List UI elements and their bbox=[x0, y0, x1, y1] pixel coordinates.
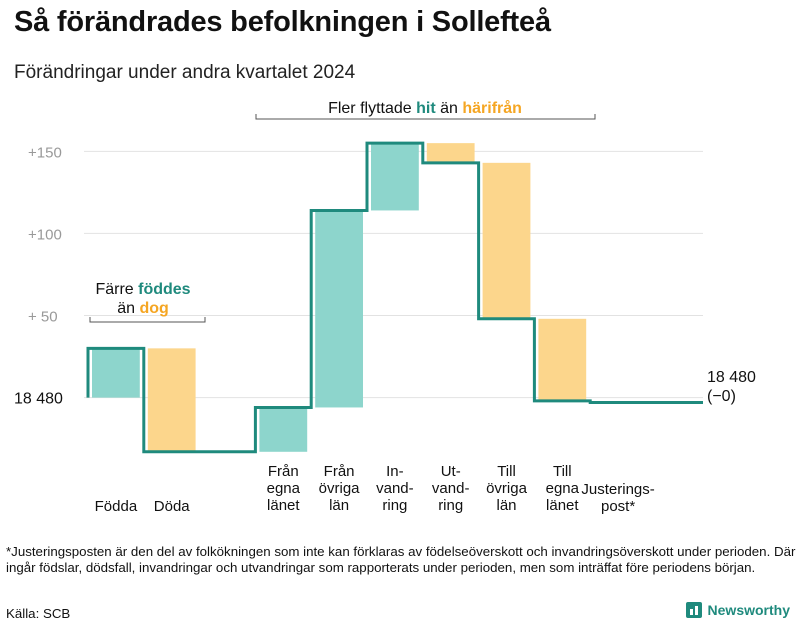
x-tick-label: Justerings- bbox=[581, 481, 654, 498]
annotation-text: Färre bbox=[95, 281, 138, 298]
x-tick-label: län bbox=[496, 497, 516, 514]
bar-till-egna-länet bbox=[538, 318, 587, 401]
bar-invandring bbox=[371, 143, 419, 211]
births-bracket bbox=[89, 317, 206, 323]
waterfall-line bbox=[86, 141, 703, 454]
annotation-highlight-out: härifrån bbox=[462, 99, 522, 117]
y-tick-label: + 50 bbox=[28, 309, 58, 326]
x-tick-label: Till bbox=[497, 463, 516, 480]
migration-bracket bbox=[255, 114, 596, 120]
bar-döda bbox=[147, 348, 196, 452]
y-tick-label: +100 bbox=[28, 226, 62, 243]
bar-utvandring bbox=[426, 143, 475, 163]
x-tick-label: Döda bbox=[154, 498, 191, 515]
end-value-label: (−0) bbox=[707, 388, 736, 405]
newsworthy-logo: Newsworthy bbox=[685, 602, 790, 618]
annotation-text: än bbox=[436, 100, 463, 117]
annotation-text: Fler flyttade bbox=[328, 100, 416, 117]
x-tick-label: länet bbox=[267, 497, 300, 514]
x-tick-label: vand- bbox=[432, 480, 470, 497]
migration-annotation: Fler flyttade hit än härifrån bbox=[328, 99, 522, 117]
bar-till-övriga-län bbox=[482, 162, 531, 319]
x-tick-label: övriga bbox=[319, 480, 361, 497]
x-tick-label: län bbox=[329, 497, 349, 514]
x-tick-label: egna bbox=[546, 480, 580, 497]
x-tick-label: post* bbox=[601, 498, 635, 515]
x-tick-label: ring bbox=[382, 497, 407, 514]
bar-chart-icon bbox=[685, 602, 702, 618]
chart-title: Så förändrades befolkningen i Sollefteå bbox=[14, 6, 551, 38]
x-tick-label: länet bbox=[546, 497, 579, 514]
x-tick-label: In- bbox=[386, 463, 404, 480]
x-tick-label: Ut- bbox=[441, 463, 461, 480]
footnote: *Justeringsposten är den del av folkökni… bbox=[6, 544, 796, 575]
x-tick-label: övriga bbox=[486, 480, 528, 497]
logo-text: Newsworthy bbox=[707, 602, 790, 618]
x-tick-label: ring bbox=[438, 497, 463, 514]
bar-från-övriga-län bbox=[315, 210, 363, 408]
bar-födda bbox=[92, 348, 140, 398]
births-annotation-line2: än dog bbox=[117, 300, 169, 317]
annotation-highlight-in: hit bbox=[416, 100, 436, 117]
y-tick-label: +150 bbox=[28, 144, 62, 161]
x-tick-label: Till bbox=[553, 463, 572, 480]
annotation-highlight-out: dog bbox=[139, 300, 168, 317]
x-tick-label: Från bbox=[268, 463, 299, 480]
x-tick-label: egna bbox=[267, 480, 301, 497]
annotation-highlight-in: föddes bbox=[138, 281, 191, 298]
x-tick-label: Födda bbox=[95, 498, 138, 515]
chart-subtitle: Förändringar under andra kvartalet 2024 bbox=[14, 62, 356, 83]
bar-från-egna-länet bbox=[259, 407, 308, 452]
annotation-text: än bbox=[117, 300, 139, 317]
end-value-label: 18 480 bbox=[707, 369, 756, 386]
x-tick-label: Från bbox=[324, 463, 355, 480]
baseline-label: 18 480 bbox=[14, 391, 63, 408]
source-label: Källa: SCB bbox=[6, 606, 71, 621]
x-tick-label: vand- bbox=[376, 480, 414, 497]
births-annotation-line1: Färre föddes bbox=[95, 281, 190, 298]
